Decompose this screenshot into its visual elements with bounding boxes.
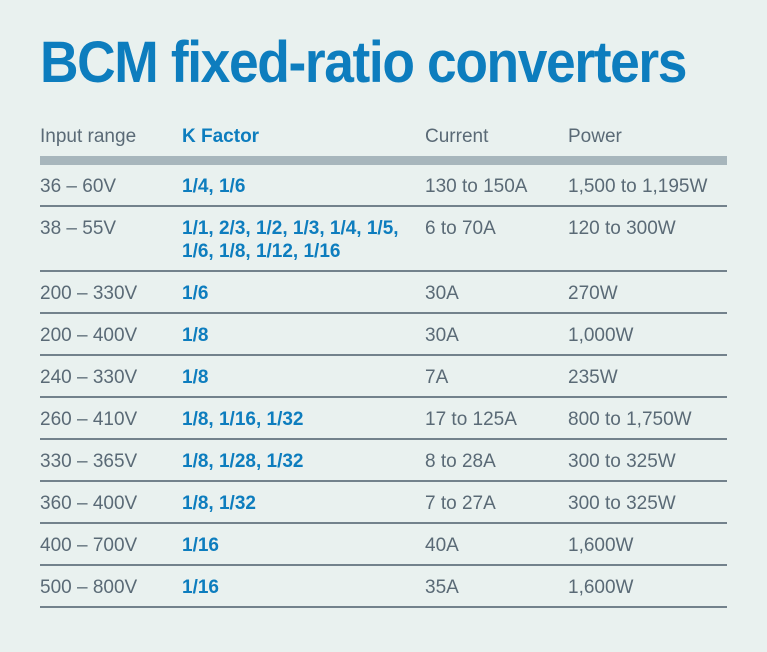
table-row: 240 – 330V 1/8 7A 235W [40,356,727,398]
converters-table: Input range K Factor Current Power 36 – … [40,125,727,608]
column-header-k-factor: K Factor [182,126,260,147]
table-row: 38 – 55V 1/1, 2/3, 1/2, 1/3, 1/4, 1/5, 1… [40,207,727,272]
current-cell: 35A [425,577,459,598]
input-range-cell: 260 – 410V [40,409,138,430]
power-cell: 300 to 325W [568,451,676,472]
page-title: BCM fixed-ratio converters [40,30,687,95]
input-range-cell: 500 – 800V [40,577,138,598]
current-cell: 8 to 28A [425,451,496,472]
input-range-cell: 240 – 330V [40,367,138,388]
input-range-cell: 200 – 330V [40,283,138,304]
current-cell: 7A [425,367,449,388]
table-row: 330 – 365V 1/8, 1/28, 1/32 8 to 28A 300 … [40,440,727,482]
column-header-input-range: Input range [40,126,137,147]
input-range-cell: 200 – 400V [40,325,138,346]
table-header-row: Input range K Factor Current Power [40,125,727,156]
table-row: 200 – 400V 1/8 30A 1,000W [40,314,727,356]
power-cell: 1,000W [568,325,634,346]
column-header-power: Power [568,126,622,147]
power-cell: 270W [568,283,618,304]
current-cell: 130 to 150A [425,176,528,197]
table-row: 200 – 330V 1/6 30A 270W [40,272,727,314]
power-cell: 235W [568,367,618,388]
input-range-cell: 36 – 60V [40,176,117,197]
input-range-cell: 360 – 400V [40,493,138,514]
table-row: 260 – 410V 1/8, 1/16, 1/32 17 to 125A 80… [40,398,727,440]
input-range-cell: 330 – 365V [40,451,138,472]
input-range-cell: 38 – 55V [40,218,117,239]
k-factor-cell: 1/8 [182,367,209,388]
k-factor-cell: 1/1, 2/3, 1/2, 1/3, 1/4, 1/5, 1/6, 1/8, … [182,218,399,262]
k-factor-cell: 1/8, 1/32 [182,493,256,514]
k-factor-cell: 1/8, 1/16, 1/32 [182,409,304,430]
power-cell: 1,600W [568,535,634,556]
current-cell: 6 to 70A [425,218,496,239]
power-cell: 1,600W [568,577,634,598]
current-cell: 7 to 27A [425,493,496,514]
current-cell: 30A [425,283,459,304]
k-factor-cell: 1/6 [182,283,209,304]
column-header-current: Current [425,126,489,147]
current-cell: 40A [425,535,459,556]
power-cell: 300 to 325W [568,493,676,514]
current-cell: 17 to 125A [425,409,517,430]
k-factor-cell: 1/16 [182,577,219,598]
k-factor-cell: 1/8, 1/28, 1/32 [182,451,304,472]
table-row: 360 – 400V 1/8, 1/32 7 to 27A 300 to 325… [40,482,727,524]
table-row: 36 – 60V 1/4, 1/6 130 to 150A 1,500 to 1… [40,165,727,207]
power-cell: 800 to 1,750W [568,409,692,430]
power-cell: 120 to 300W [568,218,676,239]
power-cell: 1,500 to 1,195W [568,176,708,197]
k-factor-cell: 1/16 [182,535,219,556]
k-factor-cell: 1/4, 1/6 [182,176,246,197]
input-range-cell: 400 – 700V [40,535,138,556]
table-row: 500 – 800V 1/16 35A 1,600W [40,566,727,608]
current-cell: 30A [425,325,459,346]
table-row: 400 – 700V 1/16 40A 1,600W [40,524,727,566]
header-divider-bar [40,156,727,165]
k-factor-cell: 1/8 [182,325,209,346]
